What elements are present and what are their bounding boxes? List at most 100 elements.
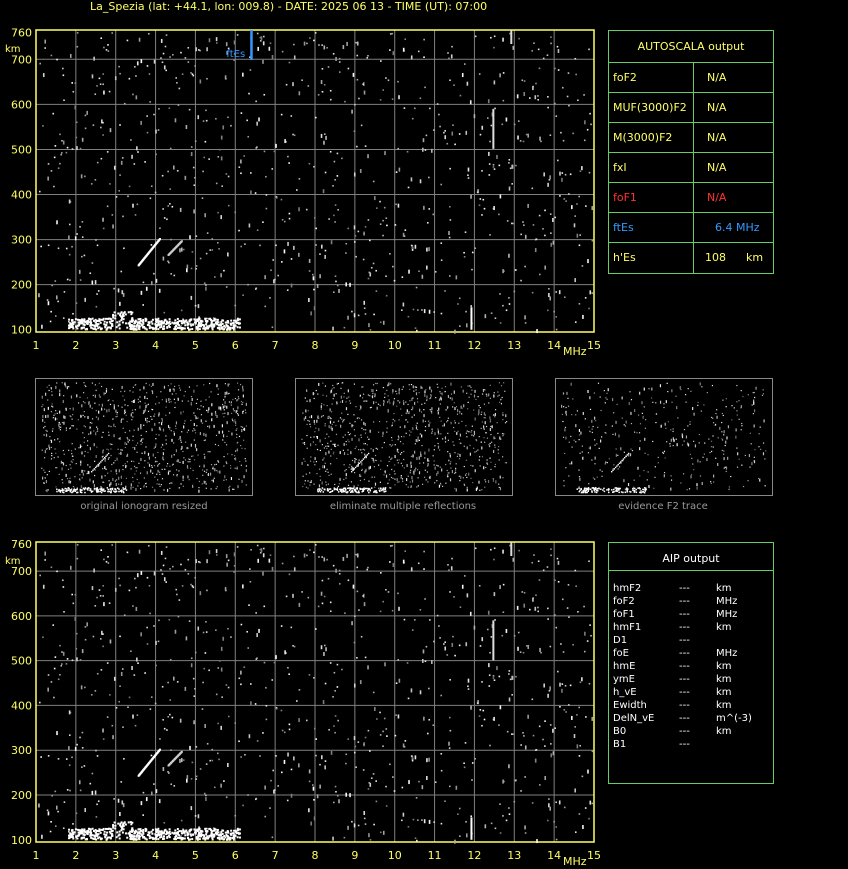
noise-dot — [367, 154, 369, 159]
es-trace-point — [213, 324, 216, 327]
noise-dot — [450, 566, 453, 571]
es-trace-point — [157, 328, 160, 331]
noise-dot — [293, 555, 295, 558]
noise-dot — [605, 461, 607, 463]
noise-dot — [411, 755, 414, 760]
noise-dot — [447, 439, 449, 441]
noise-dot — [751, 404, 753, 406]
noise-dot — [146, 65, 149, 67]
noise-dot — [478, 436, 480, 438]
noise-dot — [659, 384, 662, 388]
noise-dot — [598, 447, 600, 449]
noise-dot — [511, 183, 513, 185]
noise-dot — [113, 405, 115, 409]
noise-dot — [188, 386, 191, 388]
noise-dot — [492, 163, 495, 166]
noise-dot — [659, 400, 662, 404]
noise-dot — [91, 418, 94, 420]
es-trace-point — [213, 317, 216, 320]
noise-dot — [557, 69, 560, 71]
noise-dot — [497, 449, 499, 451]
noise-dot — [83, 765, 86, 767]
noise-dot — [468, 472, 470, 476]
noise-dot — [177, 397, 179, 401]
noise-dot — [175, 421, 178, 425]
noise-dot — [324, 171, 327, 174]
es-trace-point — [95, 328, 98, 331]
noise-dot — [216, 469, 218, 472]
noise-dot — [147, 544, 150, 547]
noise-dot — [72, 459, 74, 461]
noise-dot — [186, 775, 189, 780]
noise-dot — [240, 245, 242, 248]
noise-dot — [367, 219, 370, 221]
noise-dot — [179, 389, 182, 391]
noise-dot — [110, 425, 112, 428]
noise-dot — [178, 87, 181, 90]
noise-dot — [89, 466, 91, 468]
noise-dot — [298, 718, 300, 723]
es-trace-point — [638, 487, 641, 489]
noise-dot — [698, 442, 700, 444]
noise-dot — [574, 278, 576, 283]
noise-dot — [236, 400, 238, 402]
noise-dot — [418, 392, 420, 394]
noise-dot — [360, 124, 363, 127]
noise-dot — [470, 464, 472, 467]
noise-dot — [479, 465, 481, 467]
noise-dot — [223, 416, 225, 418]
noise-dot — [511, 222, 513, 225]
noise-dot — [82, 392, 85, 394]
es-trace-point — [624, 491, 627, 494]
noise-dot — [237, 414, 240, 416]
noise-dot — [322, 382, 324, 384]
es-trace-point — [186, 321, 189, 324]
noise-dot — [320, 416, 323, 418]
noise-dot — [329, 662, 332, 664]
noise-dot — [393, 279, 396, 282]
noise-dot — [245, 469, 247, 473]
noise-dot — [565, 711, 567, 713]
noise-dot — [737, 452, 739, 456]
es-trace-point — [585, 487, 588, 490]
noise-dot — [63, 415, 65, 419]
noise-dot — [102, 431, 104, 434]
noise-dot — [363, 421, 365, 425]
noise-dot — [446, 421, 448, 423]
noise-dot — [503, 433, 505, 435]
noise-dot — [154, 461, 157, 463]
es-trace-point — [56, 490, 58, 493]
noise-dot — [370, 406, 373, 408]
noise-dot — [139, 400, 142, 403]
noise-dot — [416, 456, 418, 460]
noise-dot — [292, 133, 294, 136]
noise-dot — [249, 56, 251, 59]
noise-dot — [258, 628, 260, 633]
noise-dot — [68, 386, 70, 388]
noise-dot — [69, 711, 72, 714]
noise-dot — [47, 399, 49, 401]
noise-dot — [434, 445, 436, 447]
noise-dot — [486, 628, 489, 631]
noise-dot — [76, 394, 78, 398]
noise-dot — [326, 46, 328, 49]
noise-dot — [235, 429, 237, 431]
noise-dot — [91, 280, 94, 285]
noise-dot — [57, 247, 60, 250]
noise-dot — [387, 409, 389, 413]
thumbnail-original-plot — [41, 382, 248, 494]
noise-dot — [350, 451, 352, 455]
noise-dot — [71, 756, 73, 759]
noise-dot — [571, 715, 573, 720]
noise-dot — [83, 382, 85, 384]
noise-dot — [134, 384, 136, 386]
noise-dot — [323, 404, 325, 406]
noise-dot — [731, 419, 733, 421]
noise-dot — [102, 83, 105, 86]
noise-dot — [317, 94, 320, 96]
noise-dot — [429, 409, 431, 411]
es-trace-point — [342, 487, 345, 490]
noise-dot — [169, 428, 171, 430]
noise-dot — [192, 455, 194, 457]
noise-dot — [384, 396, 386, 398]
